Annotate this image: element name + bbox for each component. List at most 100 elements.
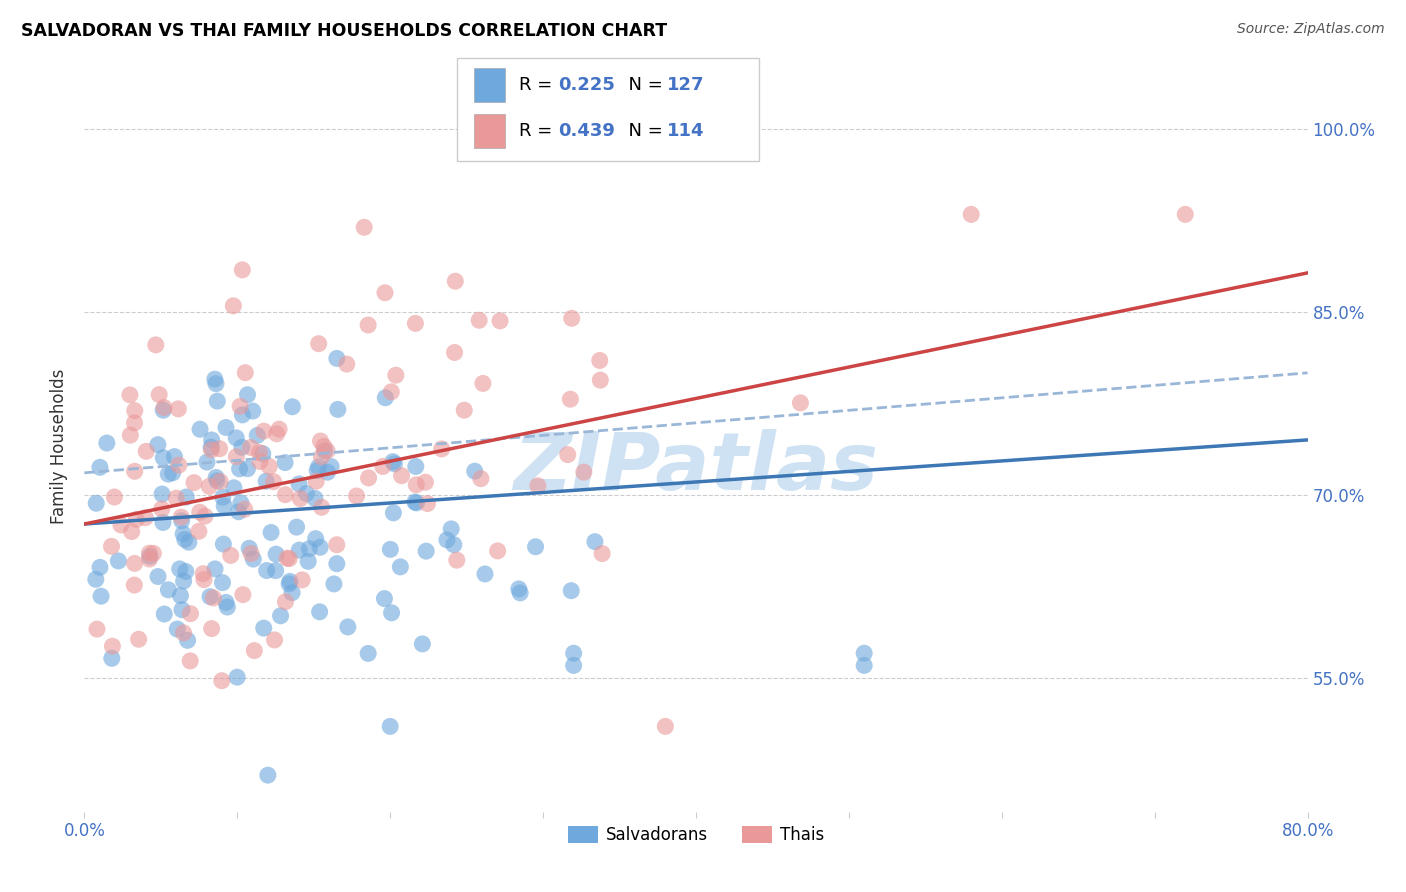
Point xyxy=(311,500,333,515)
Point xyxy=(233,502,256,516)
Point xyxy=(167,401,190,416)
Point xyxy=(134,510,156,524)
Point xyxy=(288,476,311,491)
Point xyxy=(187,524,209,539)
Point xyxy=(305,474,328,488)
Point xyxy=(405,477,427,491)
Point xyxy=(527,479,550,493)
Point xyxy=(242,404,264,418)
Point xyxy=(326,538,349,552)
Point xyxy=(357,647,380,661)
Text: R =: R = xyxy=(519,76,558,94)
Point xyxy=(89,460,111,475)
Point xyxy=(124,403,146,417)
Point xyxy=(174,490,197,504)
Point xyxy=(508,582,530,596)
Point xyxy=(148,387,170,401)
Point xyxy=(183,475,205,490)
Point xyxy=(138,552,160,566)
Point xyxy=(231,440,253,454)
Point xyxy=(193,573,215,587)
Point xyxy=(278,577,301,591)
Point xyxy=(309,541,332,555)
Point xyxy=(222,481,245,495)
Point xyxy=(591,547,613,561)
Point xyxy=(157,467,180,482)
Point xyxy=(153,607,176,621)
Point xyxy=(278,551,301,566)
Point xyxy=(207,394,229,409)
Point xyxy=(357,318,380,332)
Point xyxy=(152,450,174,465)
Point xyxy=(381,455,404,469)
Point xyxy=(249,454,271,468)
Point xyxy=(443,345,465,359)
Point xyxy=(198,479,221,493)
Point xyxy=(583,534,606,549)
Point xyxy=(312,439,335,453)
Point xyxy=(172,526,194,541)
Point xyxy=(217,600,239,615)
Point xyxy=(170,514,193,528)
Point xyxy=(391,468,413,483)
Point xyxy=(194,509,217,524)
Point xyxy=(353,220,375,235)
Point xyxy=(150,487,173,501)
Point xyxy=(167,458,190,473)
Point xyxy=(274,488,297,502)
Point xyxy=(314,444,336,458)
Point xyxy=(205,470,228,484)
Point xyxy=(266,426,288,441)
Point xyxy=(270,608,292,623)
Point xyxy=(415,475,437,490)
Point xyxy=(385,368,408,383)
Point xyxy=(195,455,218,469)
Point xyxy=(200,440,222,454)
Point xyxy=(215,595,238,609)
Point xyxy=(264,564,287,578)
Point xyxy=(276,551,298,566)
Point xyxy=(263,475,285,489)
Point xyxy=(212,537,235,551)
Point xyxy=(572,465,595,479)
Point xyxy=(509,586,531,600)
Point xyxy=(240,546,263,560)
Point xyxy=(173,533,195,547)
Point xyxy=(404,317,426,331)
Point xyxy=(416,496,439,510)
Point xyxy=(316,465,339,479)
Point xyxy=(389,560,412,574)
Point xyxy=(253,424,276,438)
Point xyxy=(560,583,582,598)
Point xyxy=(468,313,491,327)
Point xyxy=(285,520,308,534)
Point xyxy=(239,441,262,455)
Point xyxy=(291,573,314,587)
Point xyxy=(225,450,247,464)
Point xyxy=(204,562,226,576)
Point xyxy=(229,399,252,413)
Point xyxy=(170,602,193,616)
Point xyxy=(589,353,612,368)
Point xyxy=(121,524,143,539)
Point xyxy=(1174,207,1197,221)
Point xyxy=(231,263,253,277)
Point xyxy=(124,578,146,592)
Point xyxy=(297,554,319,568)
Point xyxy=(226,670,249,684)
Point xyxy=(139,549,162,564)
Point xyxy=(257,459,280,474)
Point xyxy=(470,472,492,486)
Point xyxy=(380,384,402,399)
Text: 127: 127 xyxy=(666,76,704,94)
Point xyxy=(242,552,264,566)
Point xyxy=(960,207,983,221)
Point xyxy=(405,496,427,510)
Point xyxy=(357,471,380,485)
Point xyxy=(157,582,180,597)
Point xyxy=(211,490,233,504)
Point xyxy=(201,433,224,447)
Point xyxy=(165,491,187,505)
Point xyxy=(236,388,259,402)
Point xyxy=(145,338,167,352)
